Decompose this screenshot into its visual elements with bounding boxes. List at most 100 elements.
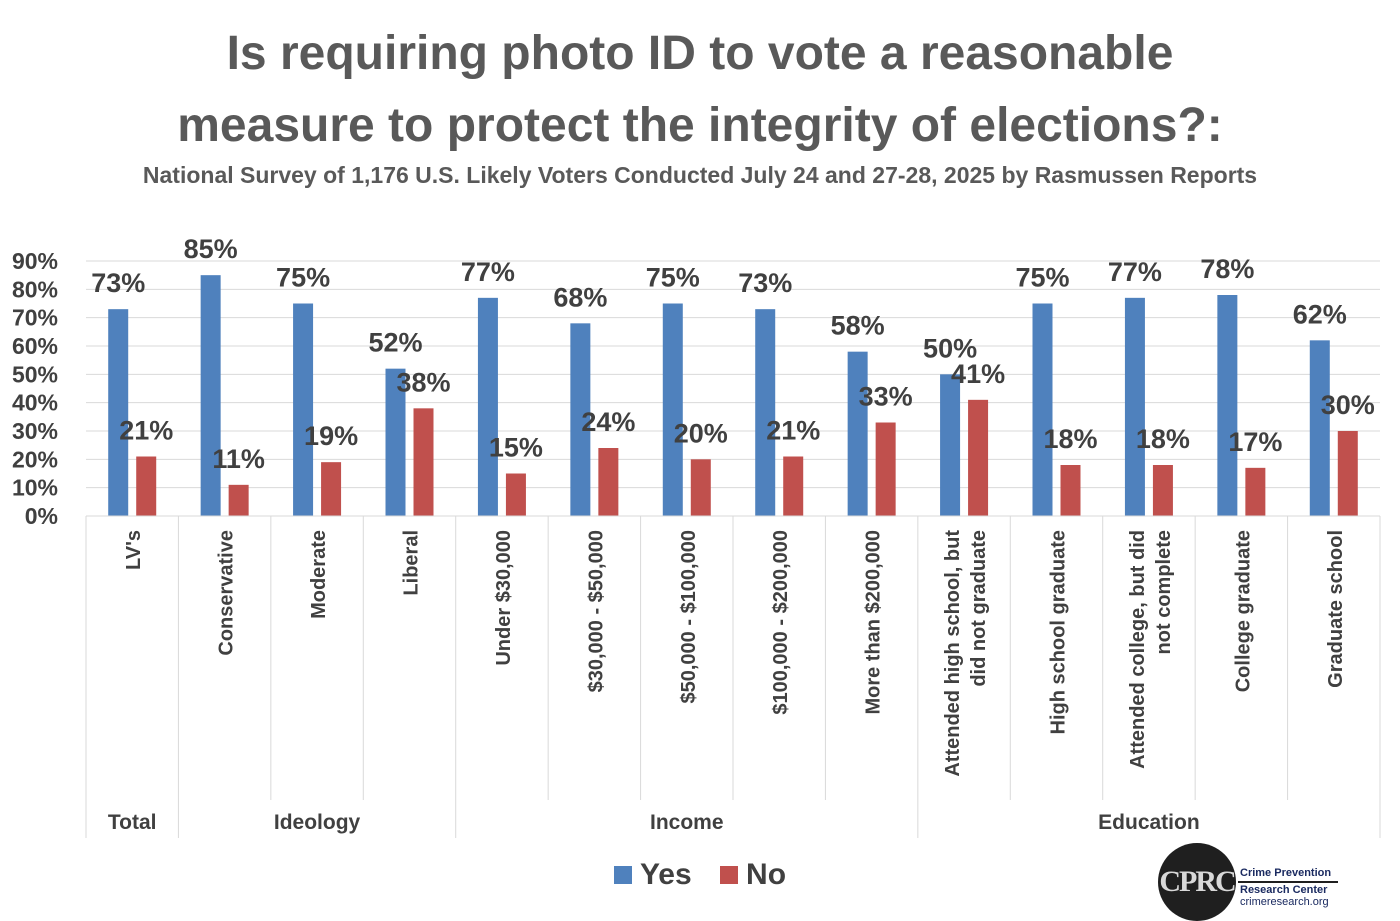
data-label-no: 30% [1321, 390, 1375, 420]
bar-no [505, 473, 526, 516]
group-label: Ideology [274, 811, 361, 834]
data-label-yes: 75% [276, 263, 330, 293]
legend-item-no: No [720, 858, 786, 892]
category-label: Liberal [401, 530, 423, 596]
data-label-yes: 52% [368, 328, 422, 358]
bar-no [228, 484, 249, 516]
category-label: More than $200,000 [863, 530, 885, 715]
cprc-logo: CPRC Crime Prevention Research Center cr… [1158, 843, 1398, 921]
chart-subtitle: National Survey of 1,176 U.S. Likely Vot… [142, 162, 1258, 188]
bar-yes [1309, 340, 1330, 516]
data-label-no: 38% [396, 367, 450, 397]
legend-swatch-no [720, 866, 739, 884]
bar-yes [940, 374, 961, 516]
legend-swatch-yes [613, 866, 632, 884]
category-label: not complete [1153, 530, 1175, 654]
category-label: Under $30,000 [493, 530, 515, 666]
data-label-no: 18% [1136, 424, 1190, 454]
data-label-yes: 77% [461, 257, 515, 287]
category-label: Moderate [308, 530, 330, 619]
bar-no [598, 448, 619, 516]
cprc-logo-mark: CPRC [1158, 843, 1237, 921]
bar-yes [662, 303, 683, 516]
cprc-logo-name-line-2: Research Center [1240, 884, 1328, 896]
y-tick-label: 80% [12, 276, 58, 302]
y-tick-label: 20% [12, 446, 58, 472]
y-tick-label: 40% [12, 390, 58, 416]
bar-no [875, 422, 896, 516]
data-label-yes: 85% [184, 234, 238, 264]
legend-item-yes: Yes [613, 858, 692, 892]
data-label-yes: 50% [923, 333, 977, 363]
cprc-logo-name-line-1: Crime Prevention [1240, 867, 1332, 879]
category-label: High school graduate [1048, 530, 1070, 734]
category-label: LV's [123, 530, 145, 570]
bar-yes [570, 323, 591, 516]
data-label-no: 20% [674, 418, 728, 448]
y-tick-label: 50% [12, 361, 58, 387]
legend-label-no: No [746, 858, 787, 891]
category-label: Attended college, but did [1127, 530, 1149, 769]
data-label-no: 21% [766, 416, 820, 446]
bar-no [1245, 467, 1266, 516]
y-tick-label: 70% [12, 305, 58, 331]
chart-title-line-2: measure to protect the integrity of elec… [177, 99, 1223, 152]
data-label-no: 33% [859, 382, 913, 412]
legend-label-yes: Yes [639, 858, 692, 891]
bar-yes [1032, 303, 1053, 516]
data-label-yes: 68% [553, 282, 607, 312]
group-label: Education [1098, 811, 1200, 834]
category-label: College graduate [1232, 530, 1254, 692]
bar-yes [1124, 297, 1145, 516]
bar-no [1337, 431, 1358, 516]
cprc-logo-name-2: Research Center [1240, 884, 1327, 897]
bar-yes [755, 309, 776, 516]
category-label: $50,000 - $100,000 [678, 530, 700, 704]
data-label-yes: 77% [1108, 257, 1162, 287]
bar-yes [108, 309, 129, 516]
category-label: $100,000 - $200,000 [770, 530, 792, 715]
data-label-no: 18% [1043, 424, 1097, 454]
bar-yes [1217, 295, 1238, 516]
bar-no [968, 399, 989, 516]
data-label-yes: 78% [1200, 254, 1254, 284]
chart-title-line-1: Is requiring photo ID to vote a reasonab… [226, 27, 1174, 80]
data-label-yes: 75% [646, 263, 700, 293]
bar-no [783, 456, 804, 516]
category-label: Graduate school [1325, 530, 1347, 688]
y-tick-label: 0% [25, 503, 58, 529]
category-label: did not graduate [968, 530, 990, 687]
y-tick-label: 10% [12, 475, 58, 501]
bar-no [413, 408, 434, 516]
data-label-no: 11% [212, 444, 265, 474]
bar-yes [293, 303, 314, 516]
bar-yes [847, 351, 868, 516]
bar-no [690, 459, 711, 516]
chart-title: Is requiring photo ID to vote a reasonab… [0, 18, 1400, 162]
data-label-no: 21% [119, 416, 173, 446]
category-label: Attended high school, but [942, 530, 964, 777]
data-label-yes: 58% [831, 311, 885, 341]
category-label: Conservative [216, 530, 238, 656]
data-label-no: 15% [489, 433, 543, 463]
bar-yes [385, 368, 406, 516]
data-label-no: 19% [304, 421, 358, 451]
data-label-no: 17% [1228, 427, 1282, 457]
group-label: Total [108, 811, 157, 834]
y-tick-label: 90% [12, 248, 58, 274]
data-label-yes: 62% [1293, 299, 1347, 329]
cprc-logo-name: Crime Prevention [1240, 867, 1331, 880]
data-label-no: 24% [581, 407, 635, 437]
legend: Yes No [0, 858, 1400, 892]
data-label-no: 41% [951, 359, 1005, 389]
data-label-yes: 73% [91, 268, 145, 298]
bar-yes [477, 297, 498, 516]
bar-no [136, 456, 157, 516]
bar-yes [200, 275, 221, 516]
category-label: $30,000 - $50,000 [585, 530, 607, 692]
group-label: Income [650, 811, 724, 834]
y-tick-label: 30% [12, 418, 58, 444]
cprc-logo-url: crimeresearch.org [1240, 896, 1329, 908]
data-label-yes: 75% [1015, 263, 1069, 293]
